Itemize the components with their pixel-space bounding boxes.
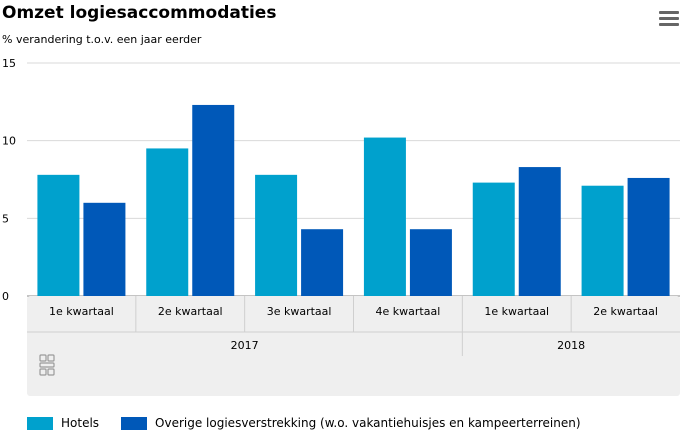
bar-hotels (472, 182, 515, 296)
y-tick-label: 10 (2, 135, 16, 148)
y-axis-ticks: 0 5 10 15 (2, 57, 16, 303)
bar-hotels (146, 148, 189, 296)
legend: Hotels Overige logiesverstrekking (w.o. … (27, 416, 603, 430)
legend-label-hotels: Hotels (61, 416, 100, 430)
category-label: 1e kwartaal (49, 305, 114, 318)
y-tick-label: 15 (2, 57, 16, 70)
bar-overige (627, 177, 670, 296)
chart-subtitle: % verandering t.o.v. een jaar eerder (2, 33, 202, 46)
bar-hotels (37, 174, 80, 296)
y-tick-label: 0 (2, 290, 9, 303)
bar-overige (192, 104, 235, 296)
y-tick-label: 5 (2, 212, 9, 225)
category-label: 2e kwartaal (158, 305, 223, 318)
legend-item-overige[interactable]: Overige logiesverstrekking (w.o. vakanti… (121, 416, 581, 430)
cbs-logo-icon (39, 354, 55, 376)
category-label: 1e kwartaal (484, 305, 549, 318)
cbs-logo-block (39, 368, 47, 376)
group-label: 2018 (557, 339, 585, 352)
cbs-logo-block (39, 354, 47, 362)
cbs-logo-block (47, 354, 55, 362)
bar-hotels (581, 185, 624, 296)
bar-hotels (363, 137, 406, 296)
category-axis-band (27, 296, 680, 396)
legend-swatch-hotels (27, 416, 53, 430)
category-label: 2e kwartaal (593, 305, 658, 318)
hamburger-menu-icon[interactable] (659, 11, 679, 27)
chart-title: Omzet logiesaccommodaties (2, 3, 277, 23)
legend-swatch-overige (121, 416, 148, 430)
bar-chart: 0 5 10 15 1e kwartaal 2e kwartaal 3e kwartaal… (2, 57, 680, 396)
bar-hotels (255, 174, 298, 296)
cbs-logo-block (39, 362, 55, 368)
category-label: 3e kwartaal (267, 305, 332, 318)
category-label: 4e kwartaal (376, 305, 441, 318)
category-axis: 1e kwartaal 2e kwartaal 3e kwartaal 4e kwar… (27, 296, 680, 396)
legend-item-hotels[interactable]: Hotels (27, 416, 99, 430)
legend-label-overige: Overige logiesverstrekking (w.o. vakanti… (155, 416, 581, 430)
bar-overige (409, 229, 452, 296)
bar-overige (301, 229, 344, 296)
group-label: 2017 (231, 339, 259, 352)
bars (37, 104, 670, 296)
bar-overige (518, 167, 561, 296)
bar-overige (83, 202, 126, 296)
cbs-logo-block (47, 368, 55, 376)
